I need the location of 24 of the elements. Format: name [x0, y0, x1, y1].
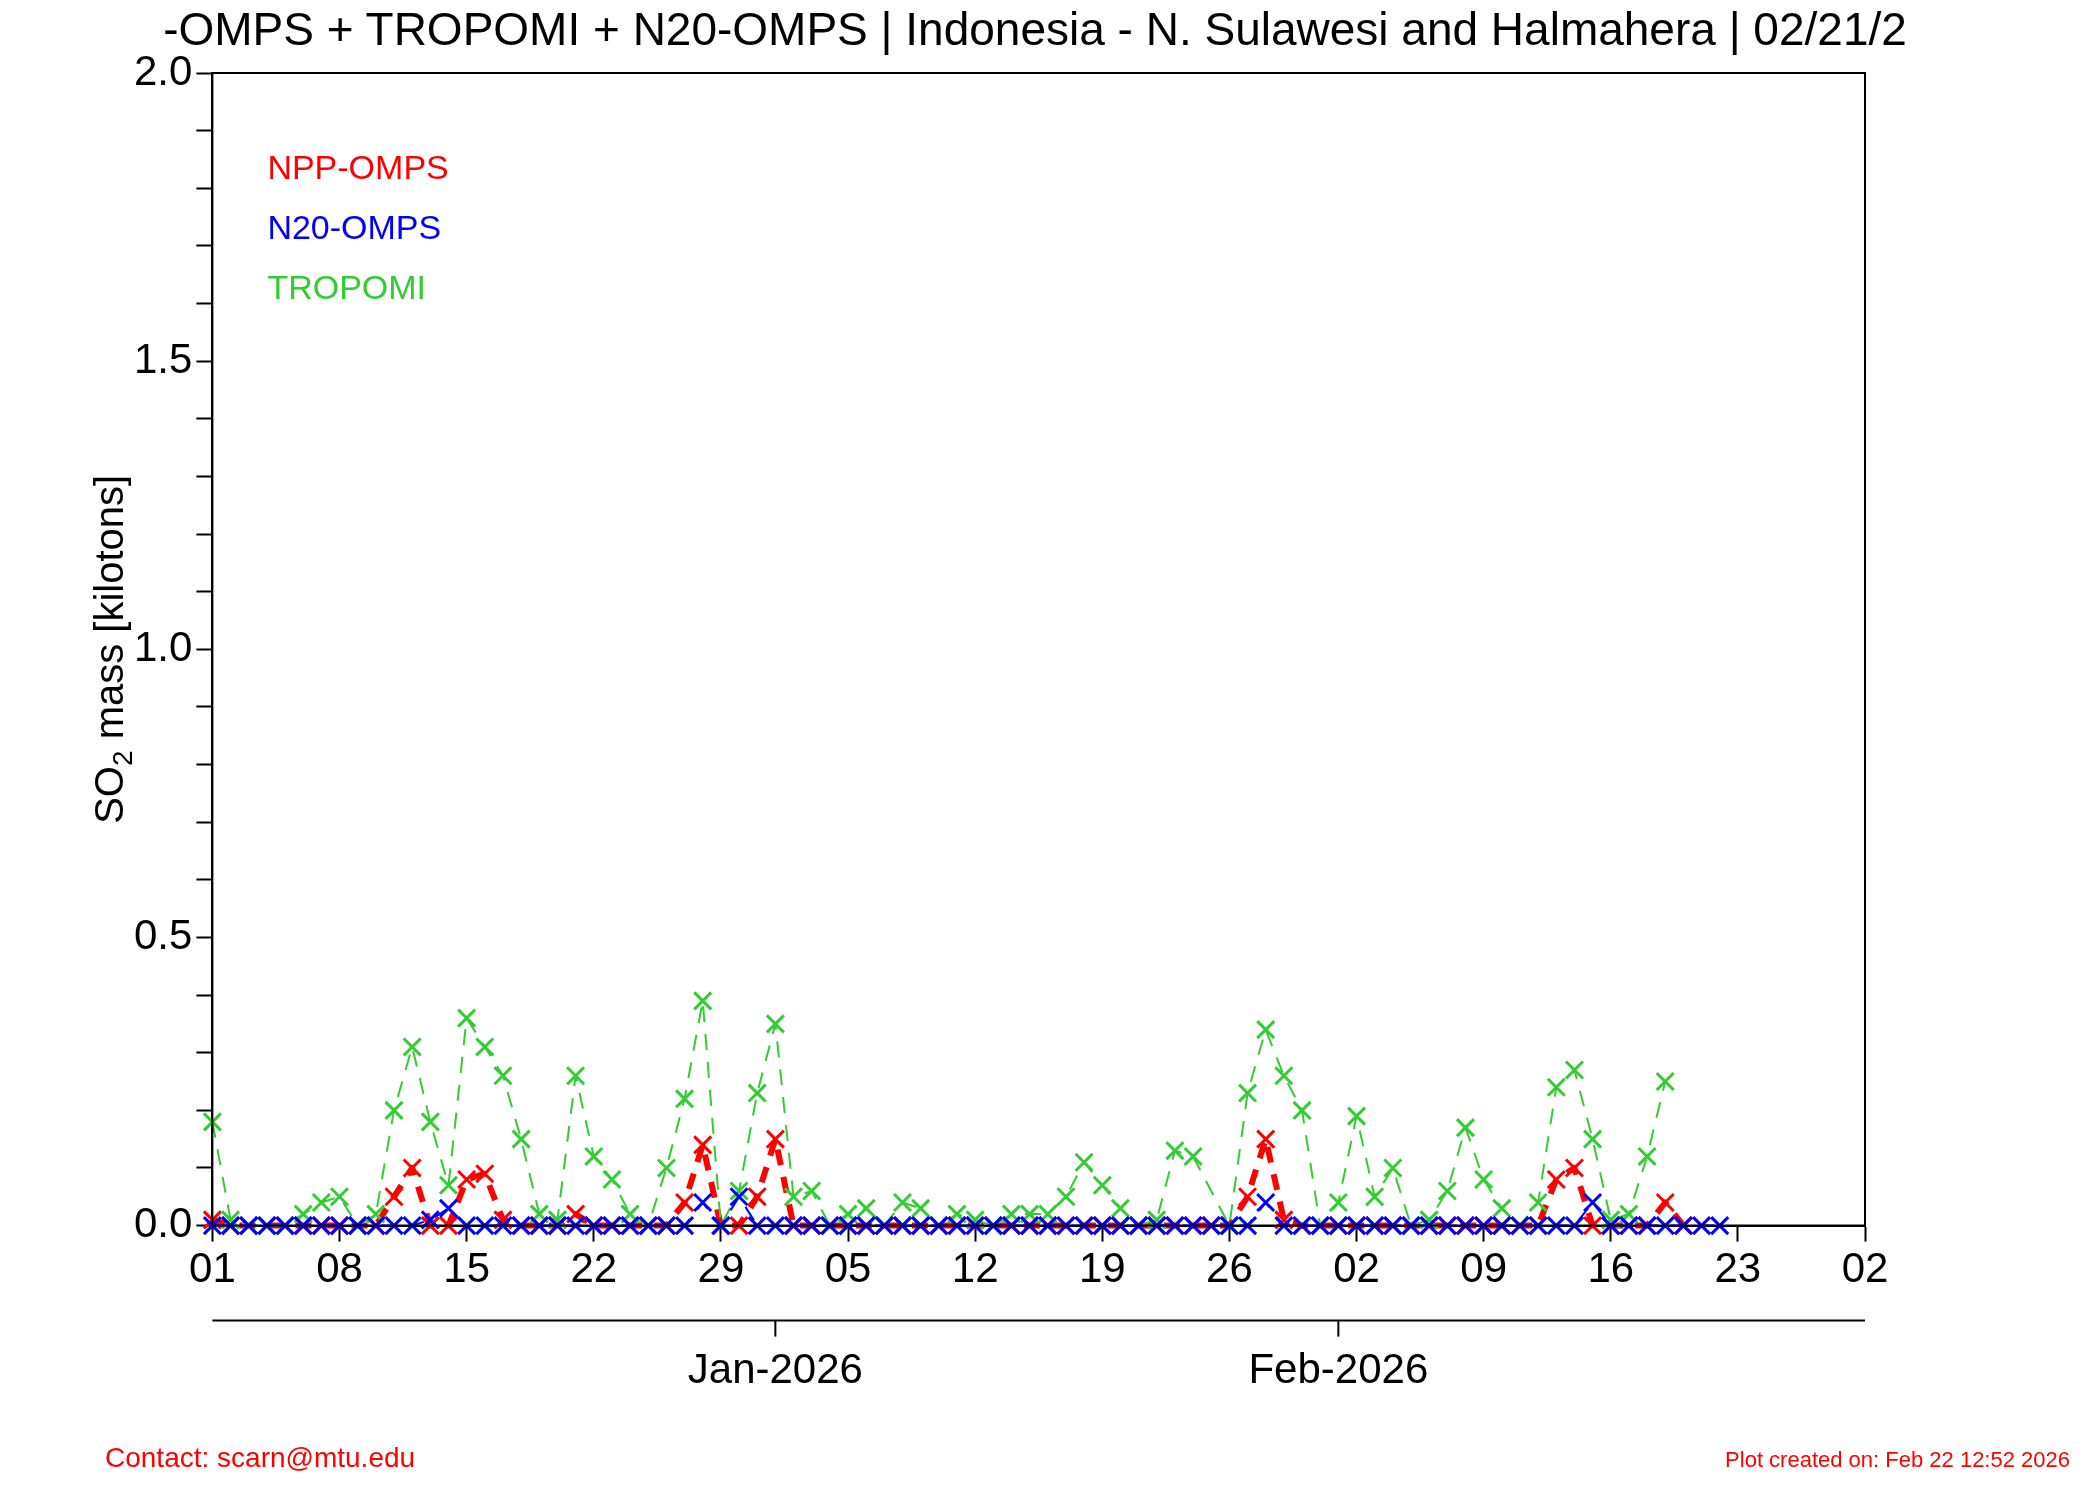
x-tick-label: 09 [1460, 1244, 1507, 1292]
x-tick-label: 16 [1587, 1244, 1635, 1292]
x-tick-label: 19 [1078, 1244, 1126, 1292]
y-tick-label: 0.5 [134, 911, 193, 959]
x-tick-label: 05 [824, 1244, 872, 1292]
x-tick-label: 12 [951, 1244, 999, 1292]
x-tick-label: 01 [189, 1244, 236, 1292]
x-tick-label: 29 [697, 1244, 745, 1292]
x-tick-label: 08 [316, 1244, 363, 1292]
x-tick-label: 02 [1333, 1244, 1380, 1292]
x2-tick-label: Feb-2026 [1248, 1345, 1429, 1393]
text: TROPOMI [267, 268, 427, 307]
x-tick-label: 22 [570, 1244, 618, 1292]
x2-tick-label: Jan-2026 [687, 1345, 863, 1393]
text: NPP-OMPS [267, 148, 449, 187]
text: Contact: scarn@mtu.edu [105, 1441, 416, 1473]
text: Plot created on: Feb 22 12:52 2026 [1725, 1447, 2070, 1473]
x-tick-label: 23 [1714, 1244, 1762, 1292]
x-tick-label: 15 [443, 1244, 490, 1292]
x-tick-label: 02 [1841, 1244, 1889, 1292]
y-tick-label: 1.5 [134, 334, 193, 382]
x-tick-label: 26 [1206, 1244, 1253, 1292]
y-tick-label: 0.0 [134, 1199, 193, 1247]
text: N20-OMPS [267, 208, 442, 247]
